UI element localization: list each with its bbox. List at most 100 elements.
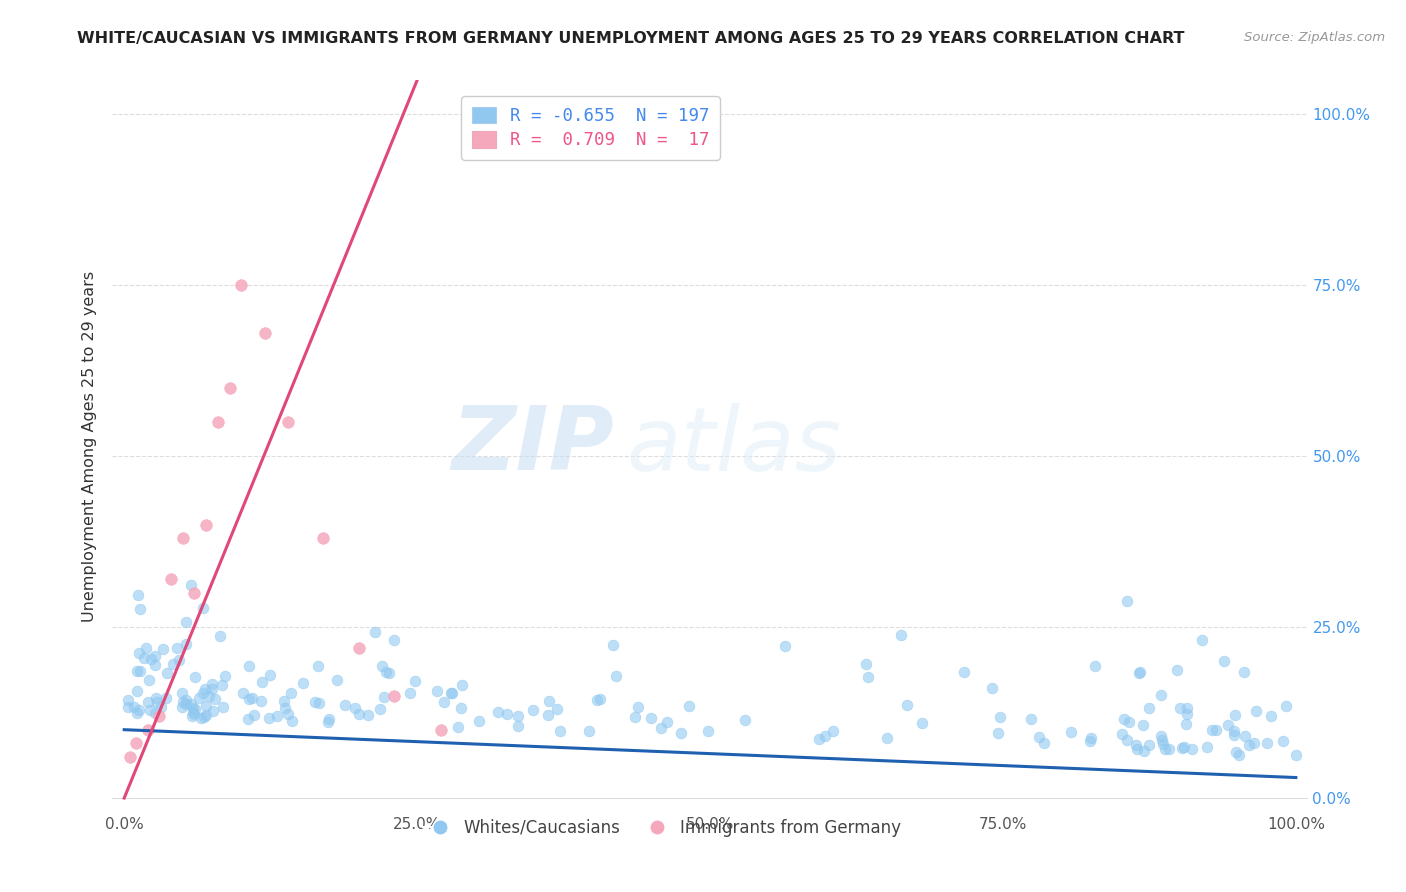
Point xyxy=(195,517,218,532)
Point xyxy=(316,715,339,730)
Point xyxy=(1114,713,1136,727)
Point xyxy=(522,703,544,717)
Point xyxy=(194,698,217,713)
Point xyxy=(120,750,141,764)
Point xyxy=(1225,745,1247,759)
Point xyxy=(195,707,218,722)
Point xyxy=(138,673,160,687)
Point xyxy=(1237,738,1260,752)
Point xyxy=(429,723,451,737)
Point xyxy=(139,703,162,717)
Point xyxy=(450,678,472,692)
Point xyxy=(143,706,166,721)
Point xyxy=(605,669,627,683)
Point xyxy=(143,648,166,663)
Point xyxy=(347,706,370,721)
Point xyxy=(181,700,204,714)
Point xyxy=(187,691,209,706)
Point xyxy=(117,692,139,706)
Point xyxy=(1275,698,1298,713)
Point xyxy=(193,710,215,724)
Point xyxy=(1137,738,1160,752)
Point xyxy=(273,694,295,708)
Point xyxy=(200,676,222,690)
Point xyxy=(953,665,976,679)
Point xyxy=(1271,733,1294,747)
Point xyxy=(1233,665,1256,679)
Point xyxy=(128,703,150,717)
Point xyxy=(148,709,170,723)
Point xyxy=(162,657,184,672)
Point xyxy=(1125,741,1147,756)
Point xyxy=(1233,730,1256,744)
Point xyxy=(281,714,304,728)
Point xyxy=(1132,718,1154,732)
Point xyxy=(537,707,560,722)
Point xyxy=(172,531,194,545)
Point xyxy=(440,686,463,700)
Point xyxy=(1181,741,1204,756)
Point xyxy=(1216,718,1239,732)
Y-axis label: Unemployment Among Ages 25 to 29 years: Unemployment Among Ages 25 to 29 years xyxy=(82,270,97,622)
Point xyxy=(194,682,217,697)
Point xyxy=(1080,731,1102,745)
Point xyxy=(202,704,225,718)
Point xyxy=(166,640,188,655)
Text: ZIP: ZIP xyxy=(451,402,614,490)
Point xyxy=(232,686,254,700)
Point xyxy=(640,711,662,725)
Point xyxy=(128,664,150,678)
Point xyxy=(1177,706,1199,721)
Point xyxy=(183,707,205,722)
Point xyxy=(1223,708,1246,723)
Point xyxy=(308,696,330,710)
Point xyxy=(669,725,692,739)
Point xyxy=(259,667,281,681)
Point xyxy=(426,683,449,698)
Point xyxy=(125,736,148,750)
Point xyxy=(1132,744,1154,758)
Point xyxy=(326,673,349,687)
Point xyxy=(180,577,202,591)
Point xyxy=(375,665,398,679)
Point xyxy=(506,708,529,723)
Point xyxy=(125,706,148,720)
Point xyxy=(167,653,190,667)
Point xyxy=(377,665,399,680)
Point xyxy=(546,702,568,716)
Point xyxy=(404,674,426,689)
Point xyxy=(180,708,202,723)
Point xyxy=(176,615,198,629)
Point xyxy=(1244,704,1267,718)
Point xyxy=(259,711,281,725)
Point xyxy=(1222,723,1244,738)
Point xyxy=(1191,633,1213,648)
Point xyxy=(506,719,529,733)
Point xyxy=(890,628,912,642)
Point xyxy=(136,695,159,709)
Point xyxy=(141,652,163,666)
Point xyxy=(876,731,898,745)
Point xyxy=(370,659,392,673)
Point xyxy=(373,690,395,704)
Point xyxy=(184,702,207,716)
Point xyxy=(1212,654,1234,668)
Point xyxy=(1173,739,1195,754)
Point xyxy=(128,646,150,660)
Point xyxy=(855,657,877,672)
Point xyxy=(496,706,519,721)
Legend: Whites/Caucasians, Immigrants from Germany: Whites/Caucasians, Immigrants from Germa… xyxy=(416,813,908,844)
Point xyxy=(1152,732,1174,747)
Point xyxy=(602,638,624,652)
Point xyxy=(650,721,672,735)
Point xyxy=(183,586,205,600)
Point xyxy=(174,698,197,712)
Point xyxy=(823,724,845,739)
Point xyxy=(468,714,491,728)
Point xyxy=(214,669,236,683)
Point xyxy=(240,690,263,705)
Point xyxy=(585,692,607,706)
Point xyxy=(1129,665,1152,680)
Point xyxy=(655,715,678,730)
Point xyxy=(382,632,405,647)
